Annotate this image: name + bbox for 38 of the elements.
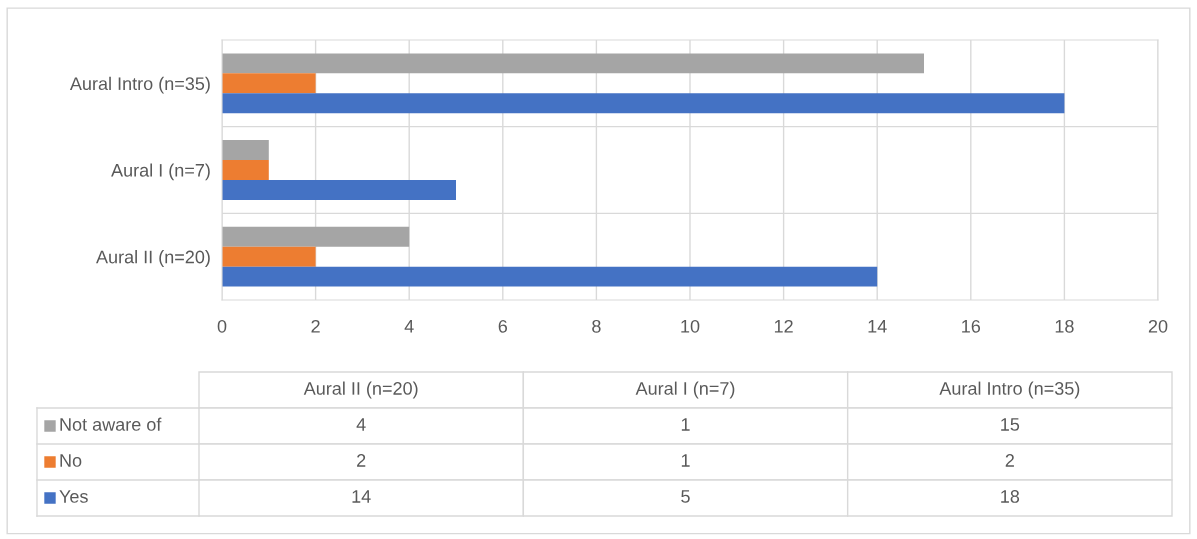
text: 15 xyxy=(1001,418,1020,431)
text: 5 xyxy=(681,490,690,503)
bar xyxy=(222,93,1065,114)
text: 1 xyxy=(681,418,690,431)
legend-label: Not aware of xyxy=(60,417,162,431)
x-tick-label: 16 xyxy=(962,319,981,333)
x-tick-label: 18 xyxy=(1055,319,1074,333)
x-tick-label: 10 xyxy=(681,319,700,333)
bar xyxy=(222,73,316,94)
x-tick-label: 0 xyxy=(217,319,227,333)
text: 4 xyxy=(356,418,366,431)
y-tick-label: Aural II (n=20) xyxy=(96,250,210,267)
category-label: Aural I (n=7) xyxy=(635,381,735,399)
y-tick-label: Aural Intro (n=35) xyxy=(69,76,210,94)
bar xyxy=(222,226,410,247)
bar xyxy=(222,266,878,287)
legend-label: No xyxy=(60,454,82,467)
x-tick-label: 8 xyxy=(592,319,601,333)
x-tick-label: 2 xyxy=(311,319,320,333)
bar xyxy=(222,179,456,200)
x-tick-label: 12 xyxy=(774,319,793,333)
text: 14 xyxy=(352,490,371,503)
text: 2 xyxy=(357,454,366,467)
category-label: Aural II (n=20) xyxy=(303,381,418,399)
x-tick-label: 4 xyxy=(404,320,414,333)
bar xyxy=(222,140,269,161)
bar xyxy=(222,53,924,74)
x-tick-label: 6 xyxy=(498,319,508,333)
text: 18 xyxy=(1001,490,1020,503)
y-tick-label: Aural I (n=7) xyxy=(111,163,210,181)
bar xyxy=(222,160,269,180)
category-label: Aural Intro (n=35) xyxy=(939,381,1080,399)
x-tick-label: 14 xyxy=(868,320,887,333)
legend-label: Yes xyxy=(59,490,88,503)
x-tick-label: 20 xyxy=(1148,319,1168,333)
text: 2 xyxy=(1005,454,1014,467)
text: 1 xyxy=(681,454,690,467)
bar xyxy=(222,246,316,267)
